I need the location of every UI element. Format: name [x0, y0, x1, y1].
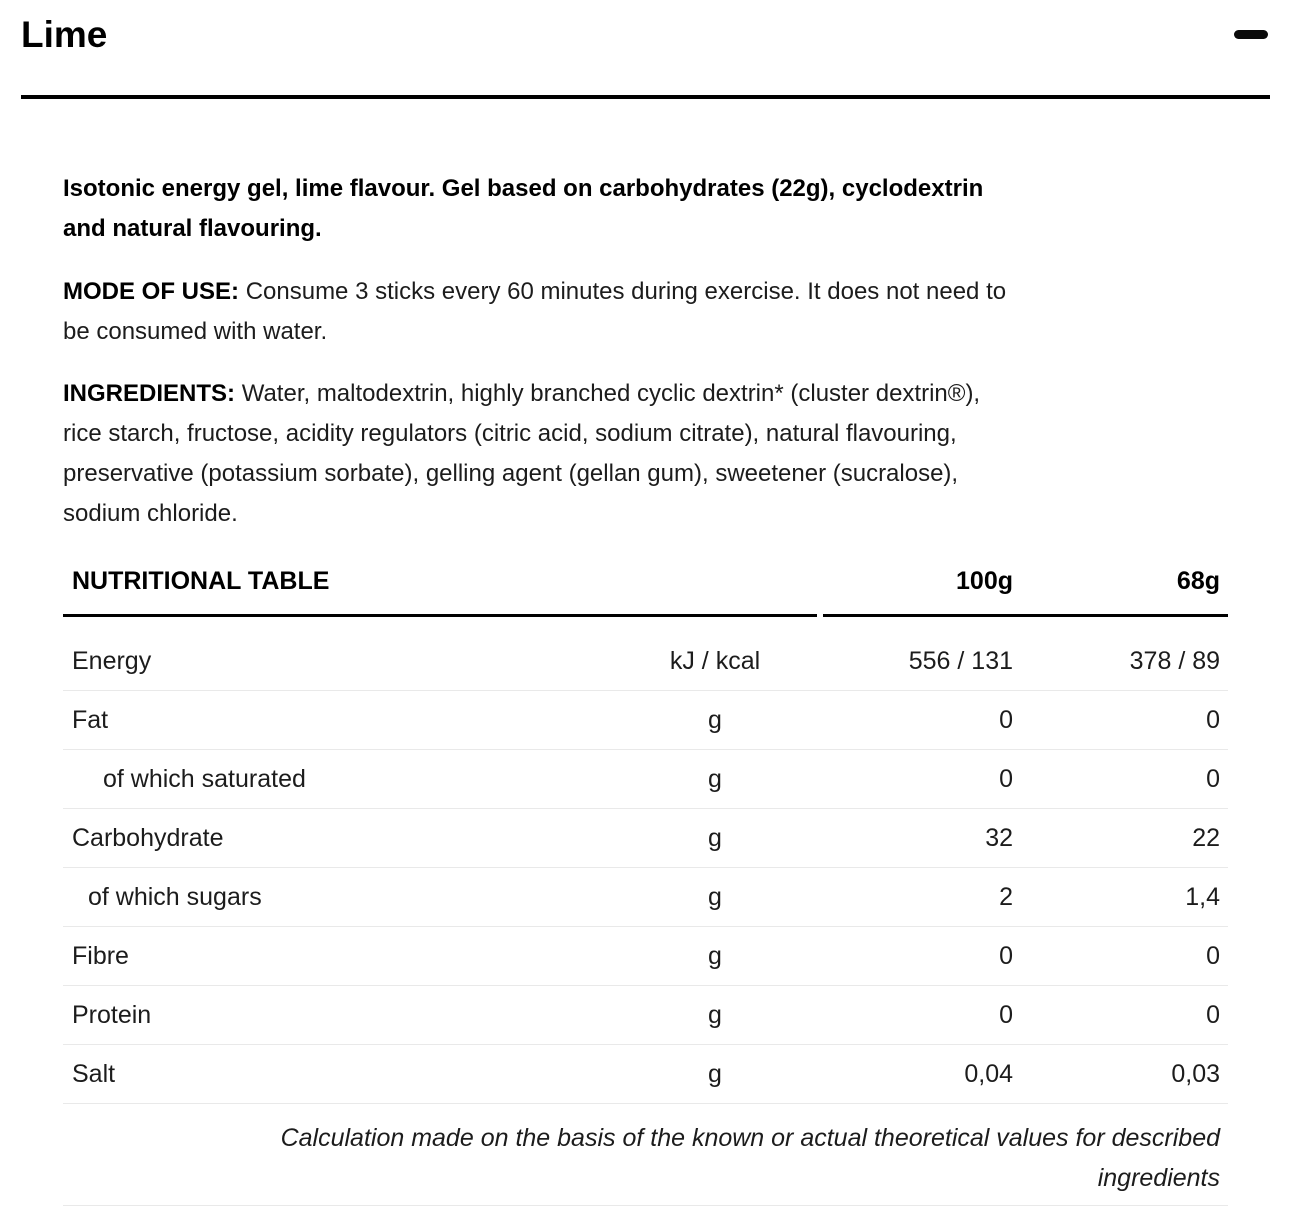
product-intro-text: Isotonic energy gel, lime flavour. Gel b… [63, 175, 984, 242]
ingredients-label: INGREDIENTS: [63, 380, 236, 407]
row-unit: g [613, 926, 818, 986]
row-value-100g: 2 [823, 867, 1014, 927]
row-sugars: of which sugars g 2 1,4 [63, 867, 1229, 927]
table-footnote: Calculation made on the basis of the kno… [63, 1103, 1229, 1206]
row-value-68g: 0 [1013, 985, 1229, 1045]
row-unit: g [613, 1044, 818, 1104]
row-spacer [817, 690, 824, 750]
row-spacer [817, 749, 824, 809]
row-value-68g: 0 [1013, 926, 1229, 986]
row-unit: g [613, 808, 818, 868]
row-label: Protein [63, 985, 613, 1045]
row-unit: g [613, 985, 818, 1045]
row-value-68g: 378 / 89 [1013, 615, 1229, 691]
row-value-100g: 0 [823, 690, 1014, 750]
accordion-header[interactable]: Lime [21, 0, 1270, 99]
ingredients-text: Water, maltodextrin, highly branched cyc… [63, 380, 981, 527]
row-spacer [817, 1044, 824, 1104]
minus-icon [1234, 30, 1268, 39]
row-unit: g [613, 867, 818, 927]
row-label: of which saturated [63, 749, 613, 809]
table-header-row: NUTRITIONAL TABLE 100g 68g [63, 552, 1229, 617]
row-unit: g [613, 690, 818, 750]
mode-of-use-label: MODE OF USE: [63, 278, 240, 305]
row-value-68g: 22 [1013, 808, 1229, 868]
nutritional-table: NUTRITIONAL TABLE 100g 68g Energy kJ / k… [63, 552, 1229, 1206]
row-fat: Fat g 0 0 [63, 690, 1229, 750]
column-header-68g: 68g [1013, 552, 1229, 617]
row-value-100g: 0 [823, 985, 1014, 1045]
row-fibre: Fibre g 0 0 [63, 926, 1229, 986]
row-label: Fibre [63, 926, 613, 986]
table-footnote-row: Calculation made on the basis of the kno… [63, 1103, 1229, 1206]
accordion-collapse-button[interactable] [1234, 30, 1268, 39]
row-spacer [817, 615, 824, 691]
mode-of-use-paragraph: MODE OF USE: Consume 3 sticks every 60 m… [63, 272, 1228, 352]
row-spacer [817, 808, 824, 868]
mode-of-use-text: Consume 3 sticks every 60 minutes during… [63, 278, 1007, 345]
row-value-68g: 0 [1013, 749, 1229, 809]
row-spacer [817, 985, 824, 1045]
table-title: NUTRITIONAL TABLE [63, 552, 818, 617]
row-salt: Salt g 0,04 0,03 [63, 1044, 1229, 1104]
row-label: of which sugars [63, 867, 613, 927]
accordion-content: Isotonic energy gel, lime flavour. Gel b… [63, 99, 1229, 1206]
column-header-100g: 100g [823, 552, 1014, 617]
row-label: Carbohydrate [63, 808, 613, 868]
row-saturated-fat: of which saturated g 0 0 [63, 749, 1229, 809]
ingredients-paragraph: INGREDIENTS: Water, maltodextrin, highly… [63, 374, 1228, 534]
row-label: Fat [63, 690, 613, 750]
row-value-100g: 0 [823, 749, 1014, 809]
row-spacer [817, 926, 824, 986]
row-label: Energy [63, 615, 613, 691]
row-value-100g: 0,04 [823, 1044, 1014, 1104]
row-value-100g: 556 / 131 [823, 615, 1014, 691]
row-carbohydrate: Carbohydrate g 32 22 [63, 808, 1229, 868]
row-protein: Protein g 0 0 [63, 985, 1229, 1045]
row-label: Salt [63, 1044, 613, 1104]
accordion-title: Lime [21, 14, 108, 55]
row-value-68g: 0 [1013, 690, 1229, 750]
row-spacer [817, 867, 824, 927]
product-info-accordion: Lime Isotonic energy gel, lime flavour. … [21, 0, 1270, 1206]
row-value-68g: 0,03 [1013, 1044, 1229, 1104]
row-value-100g: 0 [823, 926, 1014, 986]
row-unit: kJ / kcal [613, 615, 818, 691]
row-value-100g: 32 [823, 808, 1014, 868]
row-unit: g [613, 749, 818, 809]
row-value-68g: 1,4 [1013, 867, 1229, 927]
row-energy: Energy kJ / kcal 556 / 131 378 / 89 [63, 615, 1229, 691]
